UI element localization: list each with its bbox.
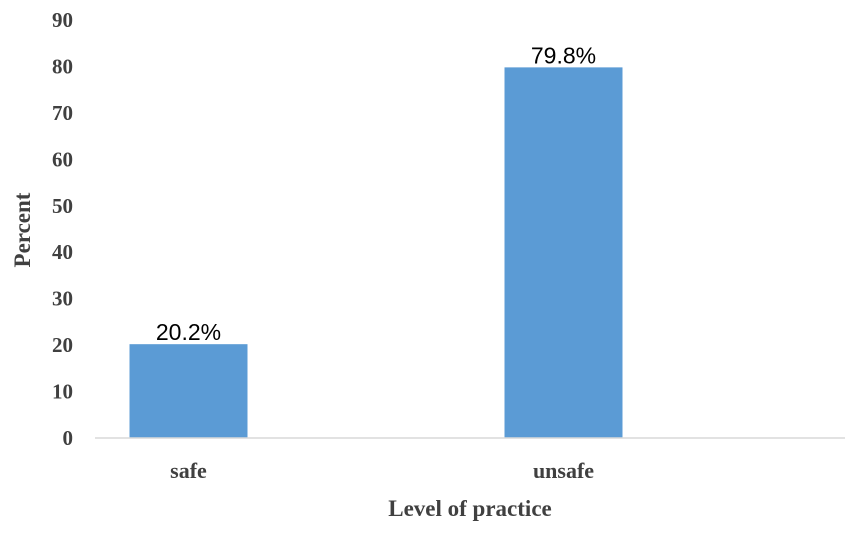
bar-safe [129,344,248,438]
x-category-label-unsafe: unsafe [533,458,594,483]
y-tick-label: 70 [52,101,73,125]
data-labels: 20.2% 79.8% [156,42,596,345]
y-tick-label: 90 [52,8,73,32]
y-tick-label: 50 [52,194,73,218]
y-tick-label: 80 [52,54,73,78]
x-axis-category-labels: safe unsafe [170,458,594,483]
y-tick-label: 60 [52,147,73,171]
y-tick-label: 0 [63,426,74,450]
x-axis-title: Level of practice [388,496,551,521]
bar-unsafe [504,67,623,438]
data-label-unsafe: 79.8% [531,42,596,68]
y-tick-label: 40 [52,240,73,264]
y-axis-title: Percent [10,192,35,267]
y-tick-label: 10 [52,380,73,404]
x-category-label-safe: safe [170,458,207,483]
y-axis-ticks: 0 10 20 30 40 50 60 70 80 90 [52,8,73,450]
bars [129,67,623,438]
y-tick-label: 30 [52,287,73,311]
data-label-safe: 20.2% [156,319,221,345]
y-tick-label: 20 [52,333,73,357]
